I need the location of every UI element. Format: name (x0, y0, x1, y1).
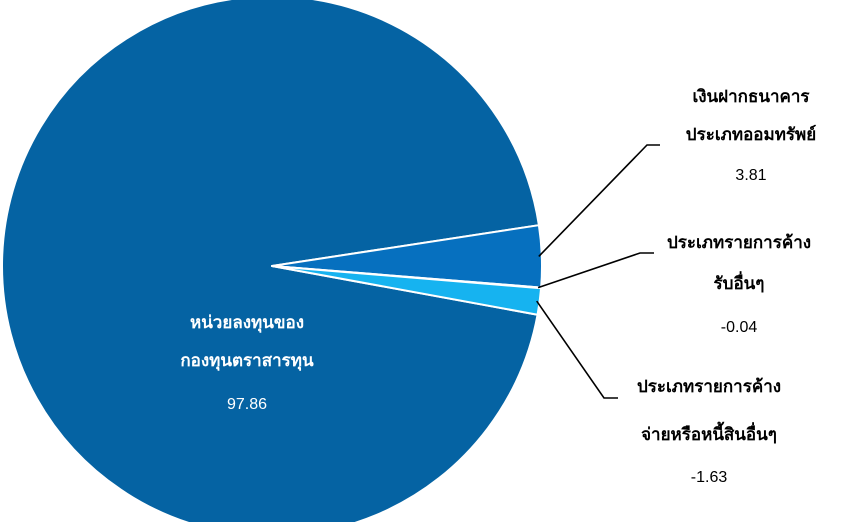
label-other-payables-line-1: ประเภทรายการค้าง (637, 377, 781, 397)
label-other-payables: ประเภทรายการค้างจ่ายหรือหนี้สินอื่นๆ -1.6… (637, 377, 781, 486)
leader-lines-layer (536, 144, 660, 399)
label-savings-deposit-line-1: เงินฝากธนาคาร (692, 87, 810, 107)
label-savings-deposit-line-2: ประเภทออมทรัพย์ (686, 124, 816, 145)
label-equity-fund-units-value: 97.86 (227, 396, 267, 413)
leader-line-other-receivables (537, 252, 654, 289)
label-other-payables-value: -1.63 (691, 469, 728, 486)
label-other-receivables-line-1: ประเภทรายการค้าง (667, 233, 811, 253)
slices-layer (1, 0, 543, 522)
label-savings-deposit-value: 3.81 (735, 167, 766, 184)
slice-equity-fund-units (1, 0, 540, 522)
label-equity-fund-units-line-2: กองทุนตราสารทุน (180, 351, 314, 371)
label-other-receivables: ประเภทรายการค้างรับอื่นๆ -0.04 (667, 233, 811, 336)
label-other-receivables-value: -0.04 (721, 319, 758, 336)
label-other-payables-line-2: จ่ายหรือหนี้สินอื่นๆ (641, 421, 777, 445)
leader-line-other-payables (536, 300, 618, 399)
label-equity-fund-units-line-1: หน่วยลงทุนของ (190, 313, 304, 333)
label-other-receivables-line-2: รับอื่นๆ (714, 271, 765, 294)
slice-other-payables (271, 265, 543, 316)
leader-line-savings-deposit (538, 144, 660, 257)
